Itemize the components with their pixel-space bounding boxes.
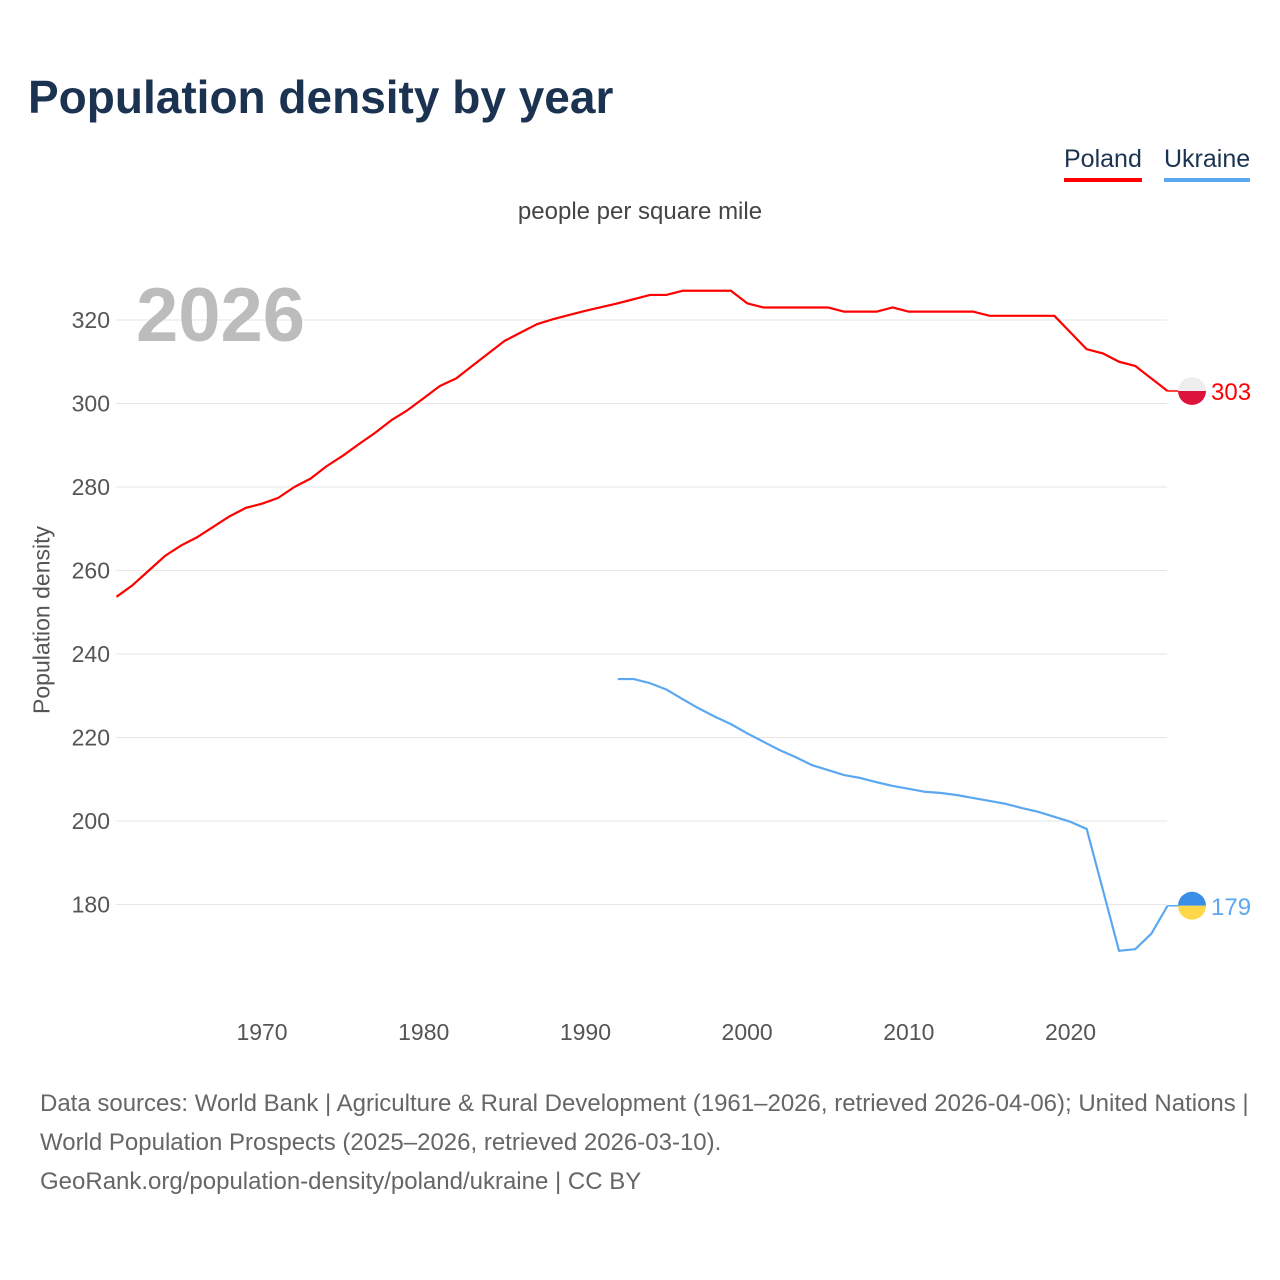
legend-ukraine[interactable]: Ukraine	[1164, 145, 1251, 182]
x-tick-label: 1980	[398, 1019, 449, 1045]
x-tick-label: 2000	[722, 1019, 773, 1045]
y-tick-label: 300	[72, 391, 110, 417]
y-tick-label: 180	[72, 892, 110, 918]
footer: Data sources: World Bank | Agriculture &…	[40, 1084, 1250, 1201]
legend-poland[interactable]: Poland	[1064, 145, 1142, 182]
end-label-ukraine: 179	[1211, 894, 1251, 921]
flag-icon-ukraine-top	[1178, 891, 1206, 906]
chart-title: Population density by year	[28, 71, 614, 123]
flag-icon-ukraine-bottom	[1178, 905, 1206, 920]
series-line-poland	[115, 289, 1169, 598]
data-sources: Data sources: World Bank | Agriculture &…	[40, 1090, 1249, 1156]
flag-icon-poland-top	[1178, 376, 1206, 391]
y-tick-label: 200	[72, 808, 110, 834]
series-line-ukraine	[617, 677, 1169, 952]
y-tick-label: 320	[72, 307, 110, 333]
end-label-poland: 303	[1211, 379, 1251, 406]
x-tick-label: 2010	[883, 1019, 934, 1045]
current-year-label: 2026	[136, 273, 306, 358]
source-link[interactable]: GeoRank.org/population-density/poland/uk…	[40, 1168, 642, 1195]
y-tick-label: 220	[72, 725, 110, 751]
x-tick-label: 1970	[236, 1019, 287, 1045]
x-tick-label: 2020	[1045, 1019, 1096, 1045]
y-tick-label: 260	[72, 558, 110, 584]
chart-subtitle: people per square mile	[517, 198, 763, 225]
flag-icon-poland-bottom	[1178, 390, 1206, 405]
x-tick-label: 1990	[560, 1019, 611, 1045]
y-tick-label: 240	[72, 641, 110, 667]
y-tick-label: 280	[72, 474, 110, 500]
